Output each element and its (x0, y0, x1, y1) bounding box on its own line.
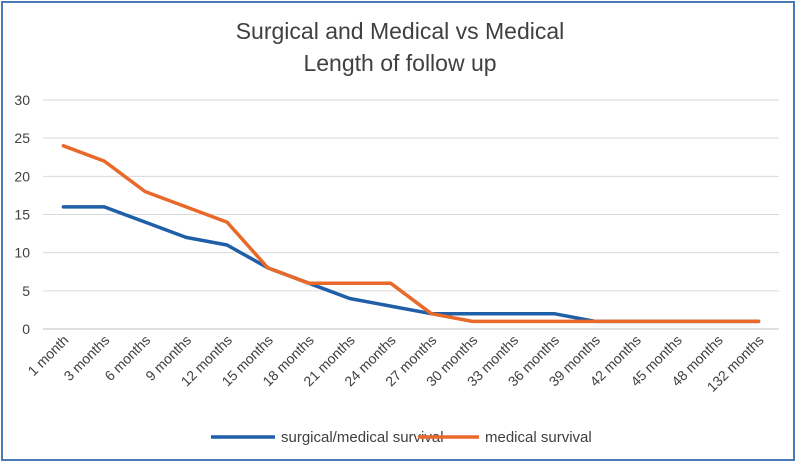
y-tick-label: 15 (14, 207, 30, 223)
y-axis-ticks: 0 5 10 15 20 25 30 (14, 92, 30, 337)
chart-title-line-1: Surgical and Medical vs Medical (235, 18, 565, 44)
chart-title-line-2: Length of follow up (303, 50, 497, 76)
chart-frame (1, 1, 795, 461)
series-lines (61, 144, 761, 324)
legend-label-1: surgical/medical survival (281, 429, 444, 446)
y-tick-label: 20 (14, 168, 30, 184)
y-tick-label: 5 (22, 283, 30, 299)
legend-label-2: medical survival (485, 429, 592, 446)
y-tick-label: 25 (14, 130, 30, 146)
y-tick-label: 10 (14, 245, 30, 261)
y-tick-label: 0 (22, 321, 30, 337)
gridlines (43, 99, 779, 330)
legend: surgical/medical survival medical surviva… (211, 429, 592, 446)
y-tick-label: 30 (14, 92, 30, 108)
series-line-1 (61, 205, 761, 324)
series-line-2 (61, 144, 761, 324)
